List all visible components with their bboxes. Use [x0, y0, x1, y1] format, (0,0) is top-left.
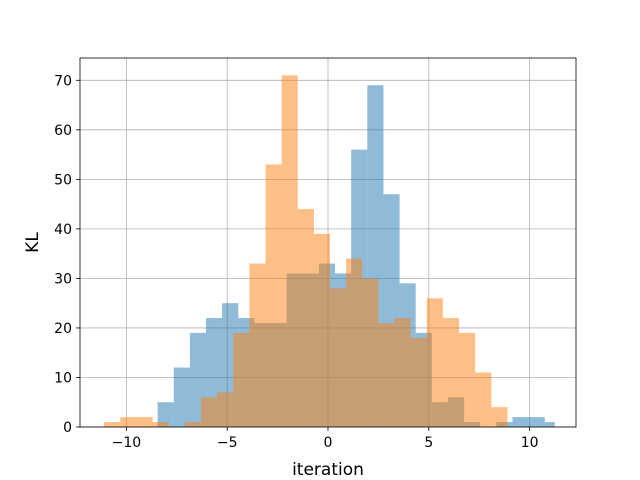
histogram-bar	[459, 332, 476, 427]
histogram-bar	[394, 318, 411, 427]
histogram-bar	[217, 392, 234, 427]
histogram-bar	[346, 258, 363, 427]
y-tick-label: 50	[54, 172, 72, 188]
histogram-bar	[120, 417, 137, 427]
histogram-bar	[491, 407, 508, 427]
y-tick-label: 20	[54, 321, 72, 337]
histogram-bar	[104, 422, 121, 427]
x-tick-label: −10	[112, 435, 142, 451]
histogram-bar	[528, 417, 545, 427]
x-axis-ticks: −10 −5 0 5 10	[112, 427, 539, 451]
histogram-bar	[136, 417, 153, 427]
histogram-bar	[475, 372, 492, 427]
histogram-bar	[313, 233, 331, 427]
histogram-bar	[184, 422, 201, 427]
y-tick-label: 60	[54, 123, 72, 139]
y-tick-label: 70	[54, 73, 72, 89]
histogram-bar	[281, 75, 298, 427]
y-axis-label: KL	[23, 232, 43, 253]
x-tick-label: 0	[324, 435, 333, 451]
histogram-bar	[330, 288, 347, 427]
histogram-bar	[173, 367, 190, 427]
x-tick-label: 10	[521, 435, 539, 451]
histogram-bar	[233, 332, 250, 427]
histogram-bar	[544, 422, 555, 427]
histogram-bar	[249, 263, 266, 427]
histogram-bar	[362, 278, 379, 427]
histogram-bar	[265, 164, 282, 427]
y-tick-label: 10	[54, 370, 72, 386]
histogram-bar	[152, 422, 169, 427]
histogram-bar	[378, 322, 395, 427]
series-1-bars	[104, 75, 508, 427]
histogram-bar	[157, 402, 174, 427]
histogram-bar	[442, 318, 460, 427]
y-tick-label: 30	[54, 271, 72, 287]
histogram-bar	[200, 397, 218, 427]
y-tick-label: 40	[54, 222, 72, 238]
histogram-bar	[512, 417, 529, 427]
x-tick-label: 5	[424, 435, 433, 451]
histogram-bar	[297, 209, 314, 427]
y-axis-ticks: 0 10 20 30 40 50 60 70	[54, 73, 80, 436]
histogram-bar	[410, 337, 427, 427]
y-tick-label: 0	[63, 420, 72, 436]
x-tick-label: −5	[217, 435, 238, 451]
histogram-bars	[104, 75, 555, 428]
histogram-bar	[426, 298, 443, 427]
x-axis-label: iteration	[292, 460, 364, 480]
